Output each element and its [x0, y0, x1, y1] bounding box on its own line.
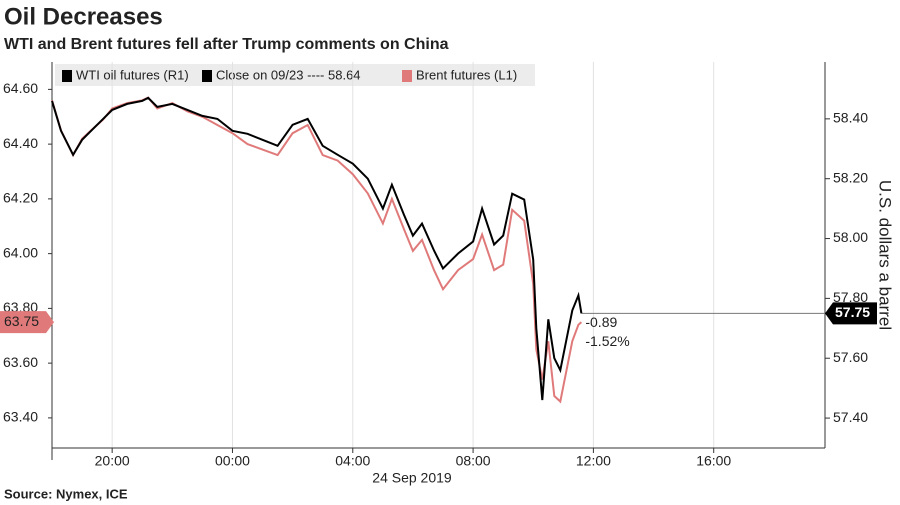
x-tick-label: 04:00	[335, 453, 370, 469]
chart-title: Oil Decreases	[4, 3, 163, 30]
y-tick-label: 63.40	[3, 409, 38, 425]
last-value-badge	[825, 302, 877, 325]
y-tick-label: 64.60	[3, 80, 38, 96]
y-tick-label: 63.60	[3, 354, 38, 370]
legend-note: Close on 09/23 ---- 58.64	[216, 67, 361, 82]
legend-label: WTI oil futures (R1)	[76, 67, 189, 82]
annotation: -0.89	[585, 314, 617, 330]
y2-tick-label: 58.20	[833, 169, 868, 185]
y-tick-label: 64.00	[3, 244, 38, 260]
annotation: -1.52%	[585, 333, 629, 349]
chart-subtitle: WTI and Brent futures fell after Trump c…	[4, 36, 449, 53]
y2-tick-label: 58.00	[833, 229, 868, 245]
y-tick-label: 64.20	[3, 190, 38, 206]
y2-tick-label: 57.40	[833, 409, 868, 425]
legend-label: Brent futures (L1)	[416, 67, 517, 82]
y2-tick-label: 57.80	[833, 289, 868, 305]
y-tick-label: 64.40	[3, 135, 38, 151]
legend-swatch	[62, 70, 72, 82]
last-value-label: 63.75	[4, 313, 39, 329]
y2-tick-label: 57.60	[833, 349, 868, 365]
x-tick-label: 12:00	[576, 453, 611, 469]
x-tick-label: 20:00	[95, 453, 130, 469]
legend-box	[55, 64, 535, 86]
last-value-badge	[0, 311, 54, 334]
legend-swatch	[402, 70, 412, 82]
x-tick-label: 00:00	[215, 453, 250, 469]
last-value-label: 57.75	[835, 304, 870, 320]
y2-tick-label: 58.40	[833, 110, 868, 126]
y2-axis-label: U.S. dollars a barrel	[876, 180, 895, 330]
x-axis-label: 24 Sep 2019	[372, 470, 452, 486]
source: Source: Nymex, ICE	[4, 486, 128, 501]
legend-swatch	[202, 70, 212, 82]
x-tick-label: 16:00	[696, 453, 731, 469]
series-line	[51, 96, 583, 404]
x-tick-label: 08:00	[456, 453, 491, 469]
series-line	[51, 96, 583, 401]
